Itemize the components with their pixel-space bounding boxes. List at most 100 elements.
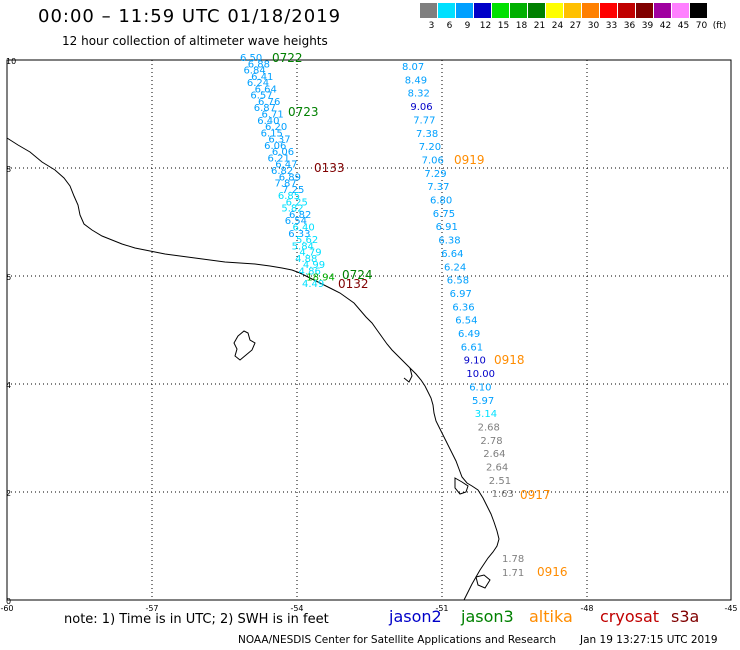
swh-value: 2.68 [478, 422, 500, 433]
swh-value: 4.86 [299, 266, 321, 277]
y-tick-label: 10 [6, 57, 16, 66]
swh-value: 2.78 [480, 436, 502, 447]
swh-value: 9.06 [410, 102, 432, 113]
swh-value: 6.76 [258, 97, 280, 108]
swh-value: 6.24 [444, 262, 466, 273]
swh-value: 6.24 [247, 78, 269, 89]
scale-swatch [474, 3, 492, 18]
scale-label: 6 [446, 21, 453, 31]
swh-value: 7.29 [424, 169, 446, 180]
scale-swatch [690, 3, 708, 18]
swh-value: 7.20 [419, 142, 441, 153]
swh-value: 6.54 [285, 216, 307, 227]
scale-swatch [636, 3, 654, 18]
swh-value: 6.82 [289, 210, 311, 221]
swh-value: 6.85 [278, 191, 300, 202]
scale-swatch [510, 3, 528, 18]
swh-value: 5.82 [281, 204, 303, 215]
scale-swatch [600, 3, 618, 18]
scale-swatch [582, 3, 600, 18]
swh-value: 6.25 [286, 197, 308, 208]
swh-value: 6.36 [452, 302, 474, 313]
swh-value: 6.47 [275, 160, 297, 171]
satellite-legend-item: s3a [671, 607, 700, 626]
swh-value: 6.38 [438, 236, 460, 247]
scale-label: 18 [515, 21, 528, 31]
x-tick-label: -60 [0, 604, 13, 613]
coast-detail-2 [475, 574, 491, 589]
color-scale-bar [420, 3, 708, 18]
scale-label: 24 [551, 21, 564, 31]
scale-label: 15 [497, 21, 510, 31]
swh-value: 6.89 [279, 172, 301, 183]
swh-value: 6.21 [268, 153, 290, 164]
swh-value: 4.79 [299, 248, 321, 259]
swh-value: 6.64 [441, 249, 463, 260]
amazon-inlet [454, 477, 469, 495]
footer-note: note: 1) Time is in UTC; 2) SWH is in fe… [64, 612, 329, 627]
scale-swatch [546, 3, 564, 18]
scale-swatch [420, 3, 438, 18]
swh-value: 6.41 [251, 72, 273, 83]
swh-value: 7.77 [413, 115, 435, 126]
swh-value: 6.80 [430, 196, 452, 207]
y-tick-label: 8 [6, 165, 11, 174]
scale-label: (ft) [712, 21, 727, 31]
swh-value: 6.57 [250, 91, 272, 102]
satellite-legend-item: altika [529, 607, 573, 626]
swh-value: 7.37 [427, 182, 449, 193]
swh-value: 5.97 [472, 396, 494, 407]
pass-time-label: 0133 [314, 161, 345, 175]
lat-lon-grid [7, 60, 731, 600]
swh-value: 6.54 [455, 316, 477, 327]
pass-time-label: 0918 [494, 353, 525, 367]
y-tick-label: 4 [6, 381, 11, 390]
swh-value: 6.97 [450, 289, 472, 300]
scale-swatch [564, 3, 582, 18]
scale-label: 9 [464, 21, 471, 31]
scale-label: 3 [428, 21, 435, 31]
y-tick-label: 6 [6, 273, 11, 282]
swh-value: 1.63 [492, 489, 514, 500]
swh-value: 5.62 [296, 235, 318, 246]
swh-value: 6.71 [262, 110, 284, 121]
swh-value: 2.64 [486, 463, 508, 474]
swh-value: 2.64 [483, 449, 505, 460]
swh-value: 6.40 [293, 223, 315, 234]
swh-value: 6.49 [458, 329, 480, 340]
scale-label: 30 [587, 21, 600, 31]
scale-swatch [672, 3, 690, 18]
x-tick-label: -45 [724, 604, 737, 613]
page-title: 00:00 – 11:59 UTC 01/18/2019 [38, 6, 342, 27]
scale-label: 33 [605, 21, 618, 31]
y-tick-label: 2 [6, 489, 11, 498]
swh-value: 6.84 [243, 66, 265, 77]
coastline [6, 137, 500, 601]
axis-tick-labels: -60 -57 -54 -51 -48 -45 10 8 6 4 2 0 [0, 57, 737, 613]
scale-label: 27 [569, 21, 582, 31]
pass-time-label: 0919 [454, 153, 485, 167]
scale-swatch [528, 3, 546, 18]
swh-value: 4.88 [295, 254, 317, 265]
generation-timestamp: Jan 19 13:27:15 UTC 2019 [580, 634, 718, 646]
satellite-legend-item: jason3 [461, 607, 514, 626]
swh-value: 6.37 [268, 135, 290, 146]
scale-swatch [654, 3, 672, 18]
scale-label: 36 [623, 21, 636, 31]
swh-value: 6.20 [265, 122, 287, 133]
coast-detail-1 [403, 367, 413, 383]
satellite-legend-item: cryosat [600, 607, 660, 626]
x-tick-label: -48 [580, 604, 593, 613]
swh-value: 7.87 [274, 179, 296, 190]
swh-value: 7.06 [422, 155, 444, 166]
track-b-layer: 8.07 8.49 8.32 9.06 7.77 7.38 7.20 7.06 7.29 7.37… [402, 62, 568, 579]
y-tick-label: 0 [6, 597, 11, 606]
scale-label: 70 [695, 21, 708, 31]
scale-swatch [492, 3, 510, 18]
swh-value: 6.06 [264, 141, 286, 152]
x-tick-label: -57 [145, 604, 158, 613]
scale-swatch [456, 3, 474, 18]
scale-swatch [438, 3, 456, 18]
scale-label: 39 [641, 21, 654, 31]
swh-value: 6.58 [447, 276, 469, 287]
